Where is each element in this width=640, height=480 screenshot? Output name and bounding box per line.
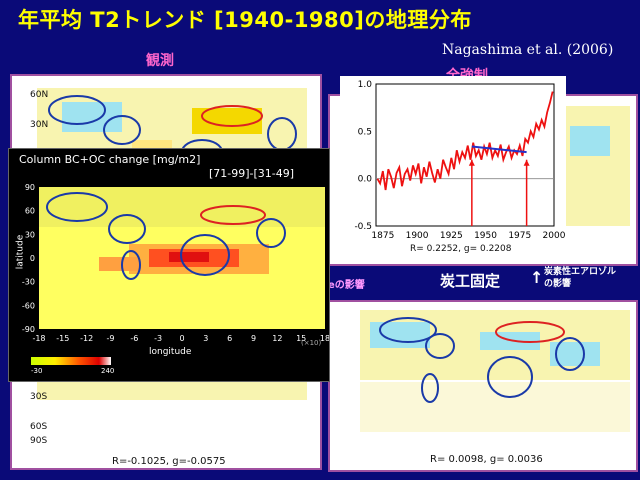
inset-xtick-label: -12 [80,334,93,343]
inset-xtick-label: 0 [179,334,184,343]
inset-ytick-label: -90 [22,325,35,334]
inset-xtick-label: 12 [272,334,282,343]
inset-ylabel: latitude [15,234,26,270]
ts-marker-arrowhead [468,159,475,166]
ts-ytick-label: 1.0 [358,80,373,90]
observed-lat-60s: 60S [30,422,48,432]
ts-ytick-label: 0.5 [358,127,372,137]
inset-map: -18 -15 -12 -9 -6 -3 0 3 6 9 12 15 18 9060300-30-60-… [22,183,330,365]
inset-ytick-label: 90 [25,183,35,192]
inset-bcoc-panel: Column BC+OC change [mg/m2] [71-99]-[31-… [8,148,330,382]
inset-ytick-label: -30 [22,278,35,287]
citation: Nagashima et al. (2006) [442,42,614,58]
observed-lat-90s: 90S [30,436,48,446]
observed-lat-30s: 30S [30,392,48,402]
inset-xtick-label: 9 [251,334,256,343]
label-carbon-fixed: 炭工固定 [440,272,501,290]
inset-xtick-label: 6 [227,334,232,343]
inset-xtick-label: -6 [130,334,138,343]
label-carbonaceous: 炭素性エアロゾル の影響 [544,267,617,289]
inset-xtick-label: 3 [203,334,208,343]
timeseries-stats: R= 0.2252, g= 0.2208 [410,244,512,254]
inset-ytick-label: -60 [22,301,35,310]
arrow-up-icon: ↑ [530,268,544,287]
inset-colorbar-max: 240 [101,367,115,375]
ts-marker-arrowhead [523,159,530,166]
inset-xtick-label: -18 [32,334,45,343]
inset-ytick-label: 60 [25,207,35,216]
ts-xtick-label: 1925 [440,231,463,241]
ts-xtick-label: 1875 [371,231,394,241]
carbon-fixed-map [360,310,630,432]
inset-xlabel: longitude [149,347,192,357]
inset-xtick-label: -15 [56,334,69,343]
label-observed: 観測 [146,53,174,69]
label-aerosol-effect: eの影響 [328,280,365,291]
slide-title: 年平均 T2トレンド [1940-1980]の地理分布 [18,8,472,32]
observed-lat-30n: 30N [30,120,49,130]
ts-xtick-label: 1950 [474,231,497,241]
carbon-fixed-map-panel: R= 0.0098, g= 0.0036 [328,300,638,472]
ts-ytick-label: 0.0 [358,175,373,185]
model-map [560,106,630,226]
ts-ytick-label: -0.5 [354,222,372,232]
ts-trend-line [471,145,527,154]
inset-xtick-label: 18 [320,334,329,343]
inset-xtick-label: -9 [107,334,115,343]
ts-xtick-label: 2000 [543,231,566,241]
inset-ytick-label: 30 [25,230,35,239]
ts-xtick-label: 1975 [508,231,531,241]
timeseries-chart: -0.5 0.0 0.5 1.0 1875 1900 1925 1950 1975 2000 R=… [340,76,566,256]
inset-xtick-label: -3 [154,334,162,343]
inset-x-scale-note: (×10) [301,339,322,347]
carbon-fixed-stats: R= 0.0098, g= 0.0036 [430,454,543,465]
inset-colorbar-min: -30 [31,367,43,375]
observed-lat-60n: 60N [30,90,49,100]
inset-subtitle: [71-99]-[31-49] [209,167,295,180]
ts-frame [375,83,555,227]
observed-stats: R=-0.1025, g=-0.0575 [112,456,226,467]
inset-title: Column BC+OC change [mg/m2] [19,153,201,166]
inset-ytick-label: 0 [30,254,35,263]
inset-xtick-label: 15 [296,334,306,343]
ts-series-line [376,91,554,191]
inset-colorbar [31,357,111,365]
timeseries-svg: -0.5 0.0 0.5 1.0 1875 1900 1925 1950 1975 2000 [354,80,566,241]
ts-xtick-label: 1900 [406,231,429,241]
